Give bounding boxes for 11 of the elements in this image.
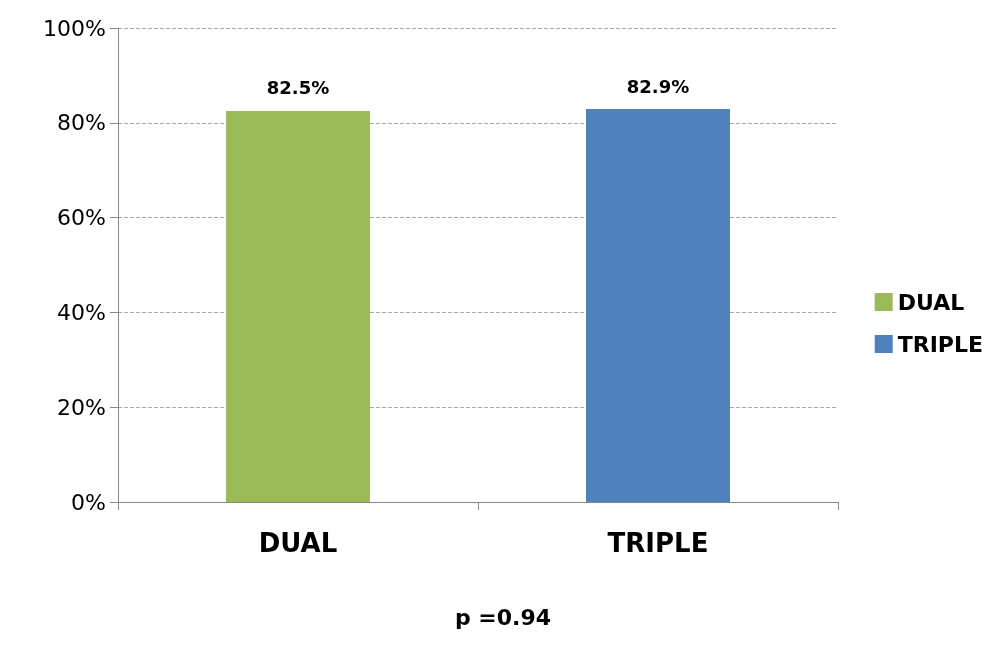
data-label: 82.5% bbox=[266, 77, 330, 99]
legend-label: TRIPLE bbox=[897, 331, 984, 357]
data-label: 82.9% bbox=[626, 75, 690, 97]
legend-label: DUAL bbox=[897, 289, 965, 315]
y-tick-label: 0% bbox=[71, 489, 106, 515]
y-tick-label: 20% bbox=[57, 394, 106, 420]
y-tick-label: 100% bbox=[43, 15, 106, 41]
y-tick-label: 80% bbox=[57, 110, 106, 136]
text: p =0.94 bbox=[454, 604, 552, 630]
y-tick-label: 40% bbox=[57, 299, 106, 325]
y-tick-label: 60% bbox=[57, 205, 106, 231]
